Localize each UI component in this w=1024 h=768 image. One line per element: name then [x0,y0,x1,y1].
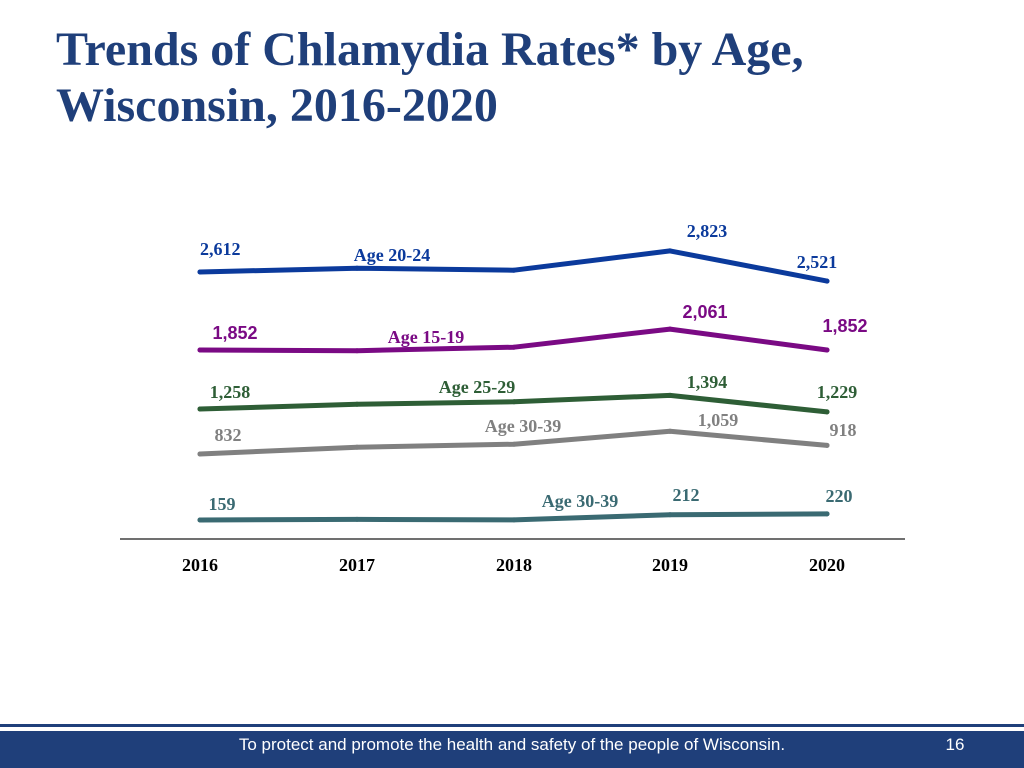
series-2-point-2019 [667,392,673,398]
data-label-layer: 2,612 2,823 2,521 Age 20-24 1,852 2,061 1,852 A… [200,221,868,514]
series-4-point-2018 [511,517,517,523]
series-4-label-2020: 220 [826,486,853,506]
series-0-label-2016: 2,612 [200,239,241,259]
series-3-point-2016 [197,451,203,457]
series-3-point-2018 [511,441,517,447]
series-0-point-2018 [511,267,517,273]
series-3-label-2019: 1,059 [698,410,739,430]
x-tick-2020: 2020 [809,555,845,575]
series-0-label-2020: 2,521 [797,252,838,272]
x-tick-2017: 2017 [339,555,375,575]
series-0-point-2020 [824,278,830,284]
series-4-point-2019 [667,512,673,518]
x-tick-2019: 2019 [652,555,688,575]
series-4-point-2017 [354,516,360,522]
series-2-point-2020 [824,409,830,415]
series-2-point-2018 [511,399,517,405]
series-1-point-2020 [824,347,830,353]
series-0-point-2017 [354,265,360,271]
x-tick-2018: 2018 [496,555,532,575]
series-3-point-2020 [824,442,830,448]
series-2-label-2019: 1,394 [687,372,728,392]
series-4-point-2020 [824,511,830,517]
series-1-point-2016 [197,347,203,353]
series-line-0 [197,248,830,284]
series-1-label-2019: 2,061 [682,302,727,322]
series-4-label-2019: 212 [673,485,700,505]
series-3-name-label: Age 30-39 [485,416,561,436]
series-0-name-label: Age 20-24 [354,245,430,265]
slide-title: Trends of Chlamydia Rates* by Age, Wisco… [56,23,804,132]
x-tick-2016: 2016 [182,555,218,575]
page-number: 16 [945,735,965,754]
series-4-name-label: Age 30-39 [542,491,618,511]
series-2-label-2016: 1,258 [210,382,251,402]
x-axis-ticks: 2016 2017 2018 2019 2020 [182,555,845,575]
series-3-point-2017 [354,444,360,450]
series-2-point-2016 [197,406,203,412]
series-3-label-2020: 918 [830,420,857,440]
series-0-point-2019 [667,248,673,254]
series-1-point-2018 [511,344,517,350]
series-4-point-2016 [197,517,203,523]
series-2-label-2020: 1,229 [817,382,858,402]
footer-bar: To protect and promote the health and sa… [0,724,1024,768]
footer-text: To protect and promote the health and sa… [238,735,786,754]
series-0-point-2016 [197,269,203,275]
series-layer [197,248,830,523]
series-1-label-2020: 1,852 [822,316,867,336]
series-2-name-label: Age 25-29 [439,377,515,397]
series-4-label-2016: 159 [209,494,236,514]
series-3-point-2019 [667,428,673,434]
series-3-label-2016: 832 [215,425,242,445]
series-1-label-2016: 1,852 [212,323,257,343]
series-1-point-2017 [354,348,360,354]
line-chart: 2016 2017 2018 2019 2020 2,612 2,823 2,521 Age … [120,221,905,575]
series-1-name-label: Age 15-19 [388,327,464,347]
series-1-point-2019 [667,326,673,332]
series-0-label-2019: 2,823 [687,221,728,241]
series-2-point-2017 [354,401,360,407]
